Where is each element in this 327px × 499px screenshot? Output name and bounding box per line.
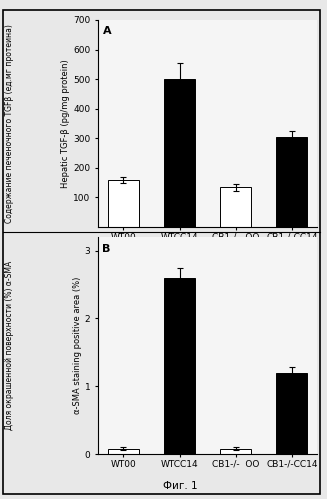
Text: В: В <box>102 244 111 253</box>
Bar <box>220 449 251 454</box>
Y-axis label: α-SMA staining positive area (%): α-SMA staining positive area (%) <box>73 277 82 414</box>
Text: Доля окрашенной поверхности (%) α-SMA: Доля окрашенной поверхности (%) α-SMA <box>5 261 14 430</box>
Bar <box>276 373 307 454</box>
Bar <box>164 79 195 227</box>
Bar <box>108 449 139 454</box>
Bar <box>164 278 195 454</box>
Text: Содержание печеночного TGFβ (ед.мг протеина): Содержание печеночного TGFβ (ед.мг проте… <box>5 24 14 223</box>
Bar <box>108 180 139 227</box>
Text: А: А <box>102 26 111 36</box>
Text: Фиг. 1: Фиг. 1 <box>163 481 197 491</box>
Y-axis label: Hepatic TGF-β (pg/mg protein): Hepatic TGF-β (pg/mg protein) <box>61 59 70 188</box>
Bar <box>220 187 251 227</box>
Bar <box>276 137 307 227</box>
